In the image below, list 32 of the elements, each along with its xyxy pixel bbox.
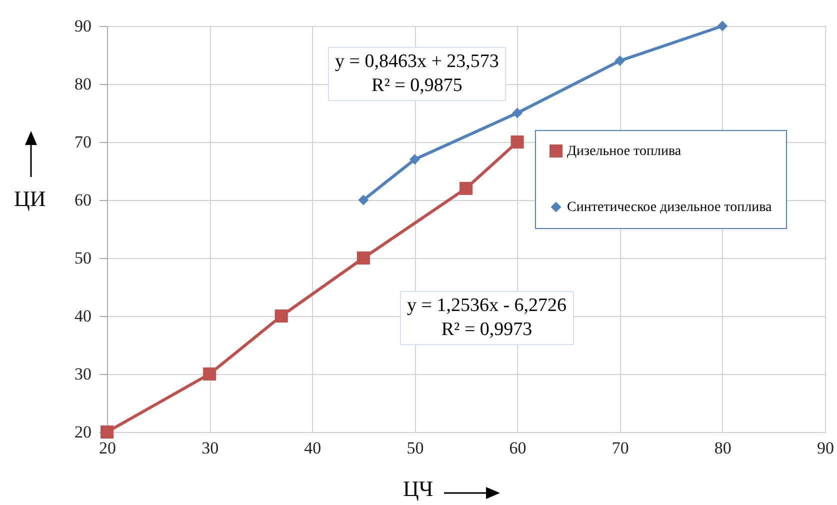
- y-tick-label: 20: [74, 422, 92, 442]
- y-tick-label: 90: [74, 16, 92, 36]
- x-axis-title: ЦЧ: [403, 476, 434, 502]
- x-tick-label: 60: [509, 438, 526, 458]
- annotation: y = 0,8463x + 23,573 R² = 0,9875: [328, 47, 506, 101]
- y-tick-label: 60: [74, 190, 92, 210]
- x-tick-label: 70: [612, 438, 629, 458]
- x-tick-label: 30: [202, 438, 219, 458]
- point: [459, 182, 473, 195]
- point: [356, 251, 370, 265]
- legend-label: Синтетическое дизельное топлива: [567, 200, 772, 215]
- x-tick-label: 40: [304, 438, 322, 458]
- point: [614, 56, 626, 66]
- y-tick-label: 80: [74, 74, 92, 94]
- point: [717, 20, 728, 32]
- y-axis-title: ЦИ: [14, 186, 46, 212]
- point: [510, 135, 524, 149]
- y-tick-label: 70: [74, 132, 92, 152]
- point: [203, 367, 216, 381]
- point: [358, 194, 369, 206]
- x-tick-label: 90: [817, 438, 834, 458]
- x-tick-label: 80: [714, 438, 732, 458]
- point: [274, 309, 288, 323]
- point: [512, 108, 523, 118]
- point: [409, 154, 420, 165]
- x-tick-label: 20: [99, 438, 116, 458]
- y-tick-label: 30: [74, 364, 92, 384]
- x-tick-label: 50: [406, 438, 424, 458]
- annotation: y = 1,2536x - 6,2726 R² = 0,9973: [400, 291, 574, 345]
- legend-label: Дизельное топлива: [567, 144, 682, 159]
- y-tick-label: 40: [74, 306, 92, 326]
- y-tick-label: 50: [74, 248, 92, 268]
